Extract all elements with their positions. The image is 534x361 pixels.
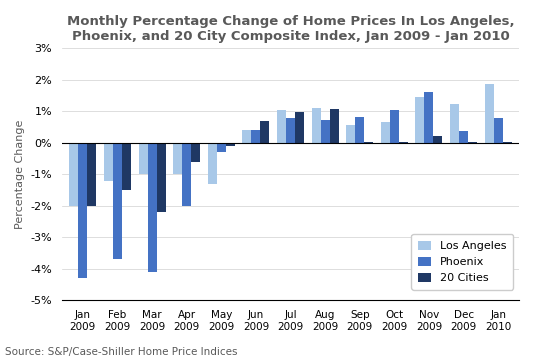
Title: Monthly Percentage Change of Home Prices In Los Angeles,
Phoenix, and 20 City Co: Monthly Percentage Change of Home Prices… bbox=[67, 15, 514, 43]
Bar bbox=[217, 143, 226, 152]
Bar bbox=[468, 142, 477, 143]
Bar bbox=[138, 143, 147, 174]
Bar bbox=[147, 143, 156, 272]
Bar bbox=[104, 143, 113, 180]
Bar bbox=[329, 109, 339, 143]
Bar bbox=[182, 143, 191, 206]
Bar bbox=[122, 143, 131, 190]
Bar bbox=[295, 112, 304, 143]
Bar bbox=[399, 142, 408, 143]
Bar bbox=[173, 143, 182, 174]
Bar bbox=[113, 143, 122, 259]
Bar bbox=[450, 104, 459, 143]
Bar bbox=[355, 117, 364, 143]
Bar bbox=[261, 121, 269, 143]
Bar bbox=[312, 108, 320, 143]
Bar bbox=[346, 126, 355, 143]
Bar bbox=[277, 110, 286, 143]
Bar bbox=[459, 131, 468, 143]
Bar bbox=[390, 110, 399, 143]
Bar bbox=[208, 143, 217, 184]
Bar bbox=[425, 92, 434, 143]
Bar bbox=[485, 84, 494, 143]
Bar bbox=[434, 136, 443, 143]
Bar bbox=[226, 143, 235, 146]
Bar bbox=[156, 143, 166, 212]
Bar bbox=[87, 143, 96, 206]
Y-axis label: Percentage Change: Percentage Change bbox=[15, 119, 25, 229]
Text: Source: S&P/Case-Shiller Home Price Indices: Source: S&P/Case-Shiller Home Price Indi… bbox=[5, 347, 238, 357]
Bar bbox=[415, 97, 425, 143]
Bar bbox=[191, 143, 200, 162]
Bar bbox=[69, 143, 78, 206]
Legend: Los Angeles, Phoenix, 20 Cities: Los Angeles, Phoenix, 20 Cities bbox=[411, 234, 514, 290]
Bar bbox=[286, 118, 295, 143]
Bar bbox=[502, 142, 512, 143]
Bar bbox=[381, 122, 390, 143]
Bar bbox=[494, 118, 502, 143]
Bar bbox=[320, 120, 329, 143]
Bar bbox=[252, 130, 261, 143]
Bar bbox=[242, 130, 252, 143]
Bar bbox=[78, 143, 87, 278]
